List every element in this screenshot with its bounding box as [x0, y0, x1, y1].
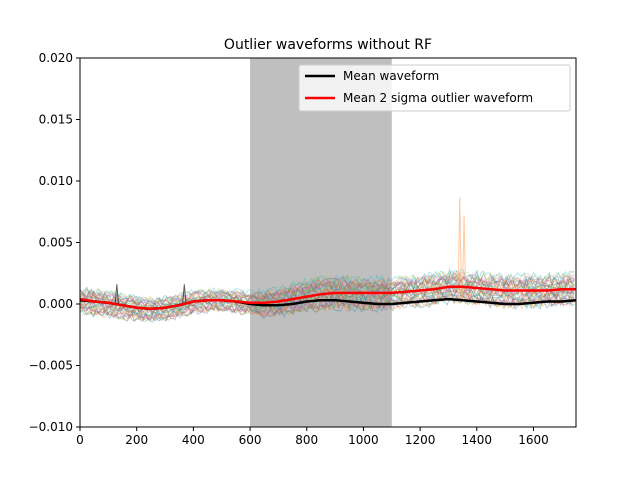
y-tick-label: 0.000: [39, 297, 73, 311]
y-tick-label: 0.015: [39, 113, 73, 127]
legend-box: [298, 64, 571, 112]
y-axis: −0.010 −0.005 0.000 0.005 0.010 0.015 0.020: [29, 51, 80, 434]
trace-spike: [182, 284, 187, 304]
y-tick-label: −0.005: [29, 359, 73, 373]
background-trace: [79, 282, 575, 314]
background-trace: [79, 291, 575, 320]
legend-label-mean-waveform: Mean waveform: [343, 69, 439, 83]
background-trace: [79, 275, 575, 309]
background-trace: [79, 270, 575, 305]
x-tick-label: 1600: [518, 433, 549, 447]
x-tick-label: 0: [76, 433, 84, 447]
background-trace: [79, 279, 575, 313]
background-trace: [79, 290, 575, 319]
background-trace: [79, 274, 575, 307]
series-line-outlier-waveform: [79, 285, 576, 311]
background-trace: [79, 271, 575, 305]
legend: Mean waveform Mean 2 sigma outlier wavef…: [298, 64, 571, 112]
background-trace: [79, 285, 575, 316]
x-tick-label: 1000: [348, 433, 379, 447]
x-tick-label: 400: [182, 433, 205, 447]
background-trace: [79, 267, 575, 304]
legend-label-outlier-waveform: Mean 2 sigma outlier waveform: [343, 91, 533, 105]
y-tick-label: −0.010: [29, 420, 73, 434]
background-trace: [79, 269, 575, 304]
x-tick-label: 1200: [405, 433, 436, 447]
x-axis: 0 200 400 600 800 1000 1200 1400 1600: [76, 427, 549, 447]
x-tick-label: 800: [295, 433, 318, 447]
trace-spike: [461, 215, 467, 301]
background-trace: [79, 289, 575, 319]
background-trace: [79, 292, 575, 322]
background-trace: [79, 273, 575, 307]
background-trace: [79, 295, 575, 323]
trace-spike: [457, 196, 462, 301]
x-tick-label: 1400: [462, 433, 493, 447]
y-tick-label: 0.010: [39, 174, 73, 188]
background-trace: [79, 286, 575, 318]
y-tick-label: 0.020: [39, 51, 73, 65]
y-tick-label: 0.005: [39, 236, 73, 250]
shaded-region: [250, 58, 392, 427]
chart-title: Outlier waveforms without RF: [224, 37, 432, 53]
background-trace: [79, 279, 575, 310]
series-lines: [79, 285, 577, 311]
background-trace: [79, 277, 575, 310]
background-trace: [79, 274, 575, 308]
background-trace: [79, 272, 575, 306]
x-tick-label: 600: [239, 433, 262, 447]
plot-area: [79, 57, 577, 428]
x-tick-label: 200: [125, 433, 148, 447]
trace-spike: [114, 284, 120, 305]
